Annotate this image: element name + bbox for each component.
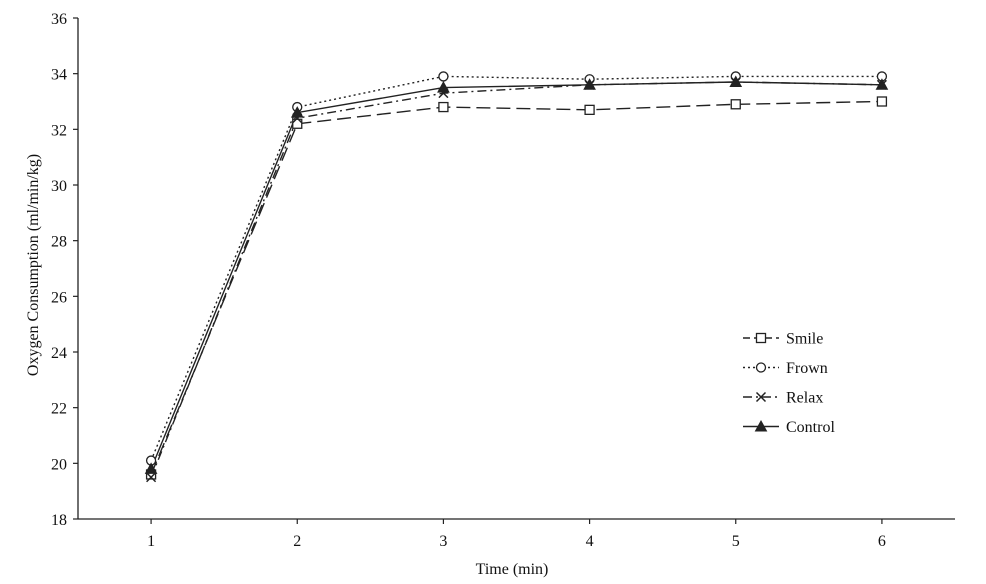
x-tick-label: 6	[878, 533, 886, 550]
series-line-frown	[150, 75, 882, 461]
series-control-marker	[875, 78, 889, 90]
y-tick-label: 36	[51, 11, 67, 28]
y-tick-label: 18	[51, 512, 67, 529]
y-tick-label: 24	[51, 345, 67, 362]
y-axis-title: Oxygen Consumption (ml/min/kg)	[25, 154, 42, 376]
series-line-smile	[150, 100, 882, 475]
series-control-marker	[729, 75, 743, 88]
x-tick-label: 4	[586, 533, 594, 550]
series-smile-marker	[438, 101, 449, 113]
legend-label-smile: Smile	[786, 331, 823, 348]
series-line-control	[150, 81, 882, 470]
y-tick-label: 20	[51, 456, 67, 473]
series-control-marker	[437, 81, 450, 93]
series-frown-marker	[438, 71, 449, 82]
y-tick-label: 22	[51, 401, 67, 418]
x-axis-title: Time (min)	[476, 561, 549, 578]
x-ticks: 1 2 3 4 5 6	[147, 519, 886, 550]
series-relax-marker	[146, 472, 157, 483]
x-tick-label: 2	[293, 533, 301, 550]
series-smile-marker	[292, 118, 303, 129]
marker-layer	[144, 71, 889, 483]
legend-frown-marker	[755, 362, 767, 373]
legend-label-relax: Relax	[786, 390, 823, 407]
legend-smile-marker	[755, 332, 767, 344]
series-smile-marker	[876, 96, 888, 107]
series-layer	[150, 75, 882, 478]
y-tick-label: 30	[51, 178, 67, 195]
x-tick-label: 3	[439, 533, 447, 550]
y-tick-label: 32	[51, 122, 67, 139]
series-control-marker	[583, 78, 596, 90]
series-control-marker	[290, 106, 304, 118]
legend: Smile Frown Relax Control	[743, 331, 835, 436]
series-smile-marker	[584, 104, 595, 115]
x-tick-label: 1	[147, 533, 155, 550]
series-control-marker	[144, 462, 158, 474]
y-ticks: 18 20 22 24 26 28 30 32 34 36	[51, 11, 78, 529]
series-smile-marker	[730, 99, 741, 110]
y-tick-label: 34	[51, 67, 67, 84]
legend-control-marker	[754, 419, 768, 432]
legend-label-frown: Frown	[786, 360, 828, 377]
legend-label-control: Control	[786, 419, 835, 436]
series-line-relax	[150, 81, 882, 478]
legend-relax-marker	[755, 391, 767, 403]
x-tick-label: 5	[732, 533, 740, 550]
y-tick-label: 28	[51, 234, 67, 251]
y-tick-label: 26	[51, 289, 67, 306]
